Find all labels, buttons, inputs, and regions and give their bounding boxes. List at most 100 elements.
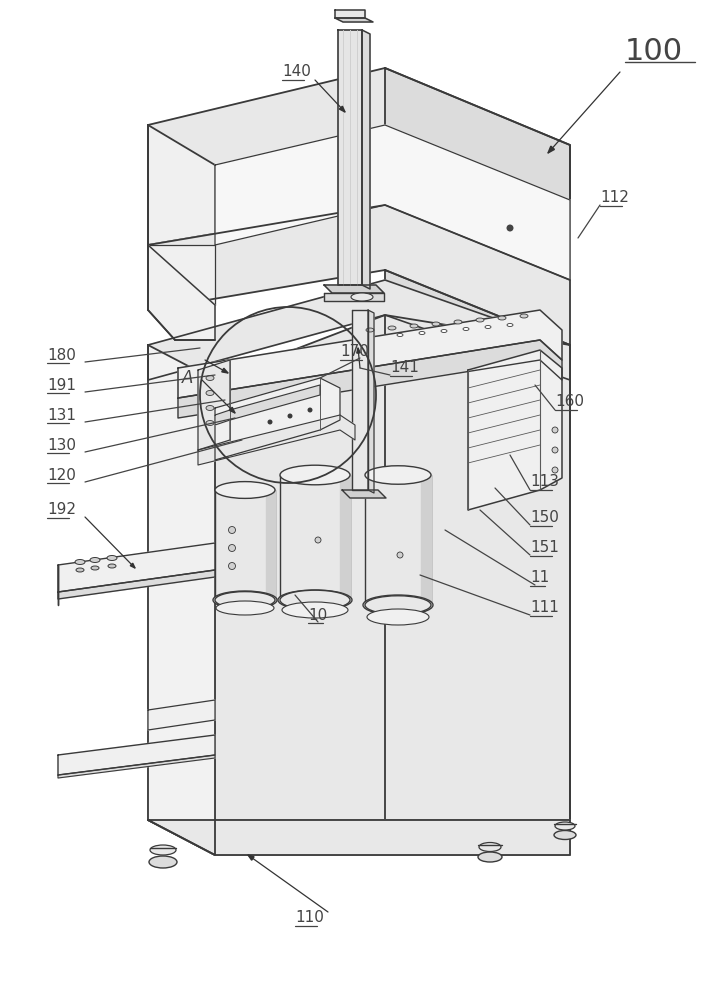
Polygon shape (178, 340, 562, 418)
Circle shape (552, 427, 558, 433)
Text: 111: 111 (530, 600, 559, 615)
Polygon shape (338, 30, 362, 285)
Polygon shape (215, 270, 570, 855)
Polygon shape (385, 68, 570, 280)
Text: 131: 131 (47, 408, 76, 422)
Circle shape (397, 552, 403, 558)
Text: 191: 191 (47, 377, 76, 392)
Text: A: A (182, 369, 193, 387)
Polygon shape (468, 350, 562, 510)
Ellipse shape (206, 420, 214, 426)
Ellipse shape (365, 596, 431, 614)
Polygon shape (130, 563, 135, 568)
Circle shape (552, 447, 558, 453)
Polygon shape (148, 700, 215, 730)
Circle shape (307, 408, 313, 412)
Ellipse shape (282, 602, 348, 618)
Polygon shape (58, 570, 215, 599)
Text: 113: 113 (530, 475, 559, 489)
Polygon shape (280, 475, 350, 600)
Text: 11: 11 (530, 570, 549, 585)
Ellipse shape (90, 558, 100, 562)
Polygon shape (335, 10, 365, 18)
Polygon shape (148, 345, 215, 855)
Polygon shape (342, 490, 386, 498)
Ellipse shape (216, 601, 274, 615)
Polygon shape (148, 280, 570, 380)
Ellipse shape (280, 465, 350, 485)
Polygon shape (229, 407, 235, 413)
Ellipse shape (441, 330, 447, 332)
Polygon shape (340, 475, 350, 600)
Ellipse shape (91, 566, 99, 570)
Circle shape (228, 562, 236, 570)
Ellipse shape (365, 466, 431, 484)
Ellipse shape (410, 324, 418, 328)
Polygon shape (178, 310, 562, 398)
Polygon shape (58, 735, 215, 775)
Polygon shape (148, 205, 570, 345)
Ellipse shape (479, 842, 501, 852)
Polygon shape (362, 30, 370, 289)
Ellipse shape (463, 328, 469, 330)
Polygon shape (221, 368, 228, 373)
Text: 100: 100 (625, 37, 683, 66)
Polygon shape (215, 125, 570, 280)
Ellipse shape (397, 334, 403, 336)
Polygon shape (248, 855, 254, 860)
Ellipse shape (107, 556, 117, 560)
Polygon shape (340, 106, 345, 112)
Polygon shape (58, 755, 215, 778)
Polygon shape (148, 245, 215, 305)
Circle shape (268, 420, 273, 424)
Ellipse shape (388, 326, 396, 330)
Ellipse shape (206, 406, 214, 410)
Polygon shape (365, 475, 431, 605)
Ellipse shape (108, 564, 116, 568)
Ellipse shape (367, 609, 429, 625)
Ellipse shape (454, 320, 462, 324)
Ellipse shape (351, 293, 373, 301)
Circle shape (228, 544, 236, 552)
Ellipse shape (507, 324, 513, 326)
Polygon shape (58, 543, 215, 592)
Polygon shape (148, 68, 570, 280)
Text: 140: 140 (282, 64, 311, 80)
Polygon shape (324, 285, 384, 293)
Ellipse shape (555, 822, 575, 830)
Ellipse shape (206, 390, 214, 395)
Ellipse shape (150, 845, 176, 855)
Polygon shape (60, 555, 148, 595)
Polygon shape (352, 310, 368, 490)
Ellipse shape (76, 568, 84, 572)
Ellipse shape (215, 592, 275, 608)
Polygon shape (215, 490, 275, 600)
Ellipse shape (366, 328, 374, 332)
Circle shape (506, 225, 513, 232)
Polygon shape (266, 490, 275, 600)
Polygon shape (148, 345, 215, 855)
Ellipse shape (363, 595, 433, 615)
Text: 10: 10 (308, 607, 328, 622)
Ellipse shape (278, 590, 352, 610)
Circle shape (288, 414, 292, 418)
Ellipse shape (498, 316, 506, 320)
Ellipse shape (280, 590, 350, 610)
Ellipse shape (520, 314, 528, 318)
Polygon shape (148, 820, 570, 855)
Text: 110: 110 (295, 910, 324, 926)
Ellipse shape (476, 318, 484, 322)
Circle shape (552, 467, 558, 473)
Polygon shape (198, 415, 355, 465)
Circle shape (228, 526, 236, 534)
Ellipse shape (75, 560, 85, 564)
Polygon shape (335, 18, 373, 22)
Polygon shape (324, 293, 384, 301)
Polygon shape (548, 146, 555, 153)
Ellipse shape (485, 326, 491, 328)
Ellipse shape (554, 830, 576, 840)
Polygon shape (356, 348, 360, 353)
Text: 141: 141 (390, 360, 419, 375)
Polygon shape (198, 360, 230, 450)
Polygon shape (60, 545, 215, 595)
